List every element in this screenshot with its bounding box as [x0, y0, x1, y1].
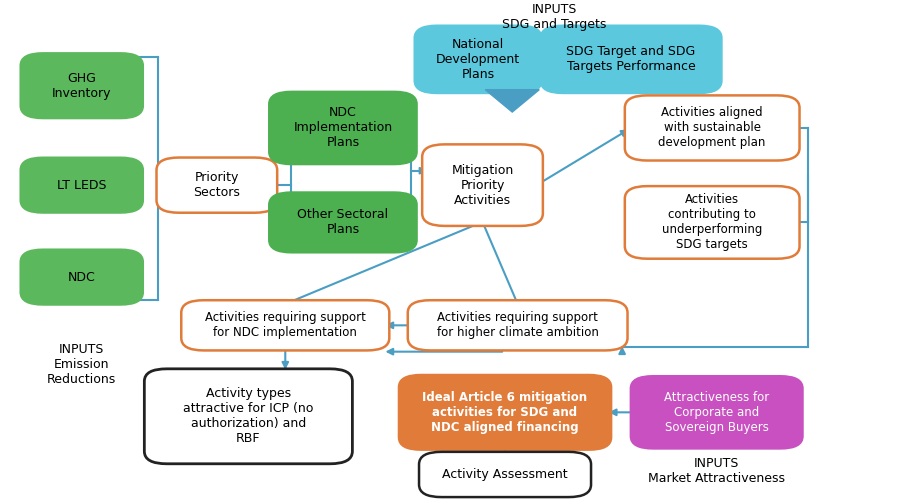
FancyBboxPatch shape	[422, 144, 543, 226]
FancyBboxPatch shape	[269, 193, 417, 253]
Text: Priority
Sectors: Priority Sectors	[193, 171, 240, 199]
Text: National
Development
Plans: National Development Plans	[436, 38, 520, 81]
Text: Activity types
attractive for ICP (no
authorization) and
RBF: Activity types attractive for ICP (no au…	[183, 387, 314, 446]
Text: INPUTS
Market Attractiveness: INPUTS Market Attractiveness	[649, 457, 785, 485]
FancyBboxPatch shape	[269, 92, 417, 164]
Text: SDG Target and SDG
Targets Performance: SDG Target and SDG Targets Performance	[566, 45, 695, 74]
FancyBboxPatch shape	[625, 95, 799, 160]
Text: INPUTS
Emission
Reductions: INPUTS Emission Reductions	[47, 343, 116, 386]
Text: INPUTS
SDG and Targets: INPUTS SDG and Targets	[502, 3, 607, 31]
Text: GHG
Inventory: GHG Inventory	[52, 72, 112, 100]
Text: Activities
contributing to
underperforming
SDG targets: Activities contributing to underperformi…	[662, 194, 762, 251]
FancyBboxPatch shape	[630, 376, 803, 449]
FancyBboxPatch shape	[415, 26, 541, 93]
FancyBboxPatch shape	[399, 375, 612, 450]
FancyBboxPatch shape	[540, 26, 722, 93]
FancyBboxPatch shape	[144, 369, 353, 464]
FancyBboxPatch shape	[181, 300, 390, 350]
FancyBboxPatch shape	[21, 53, 143, 118]
FancyBboxPatch shape	[408, 300, 628, 350]
Text: Activities requiring support
for NDC implementation: Activities requiring support for NDC imp…	[205, 311, 365, 339]
Text: Other Sectoral
Plans: Other Sectoral Plans	[298, 209, 389, 236]
FancyBboxPatch shape	[21, 158, 143, 213]
Text: Activities requiring support
for higher climate ambition: Activities requiring support for higher …	[437, 311, 599, 339]
Polygon shape	[485, 90, 539, 112]
Text: Activities aligned
with sustainable
development plan: Activities aligned with sustainable deve…	[658, 106, 766, 150]
Text: NDC: NDC	[68, 271, 96, 284]
FancyBboxPatch shape	[625, 186, 799, 259]
Text: Mitigation
Priority
Activities: Mitigation Priority Activities	[451, 164, 513, 207]
FancyBboxPatch shape	[419, 452, 591, 497]
Text: Activity Assessment: Activity Assessment	[442, 468, 568, 481]
Text: NDC
Implementation
Plans: NDC Implementation Plans	[293, 106, 392, 150]
FancyBboxPatch shape	[21, 249, 143, 305]
Text: Ideal Article 6 mitigation
activities for SDG and
NDC aligned financing: Ideal Article 6 mitigation activities fo…	[422, 391, 587, 434]
Text: LT LEDS: LT LEDS	[57, 178, 106, 192]
Text: Attractiveness for
Corporate and
Sovereign Buyers: Attractiveness for Corporate and Soverei…	[664, 391, 769, 434]
FancyBboxPatch shape	[157, 158, 277, 213]
